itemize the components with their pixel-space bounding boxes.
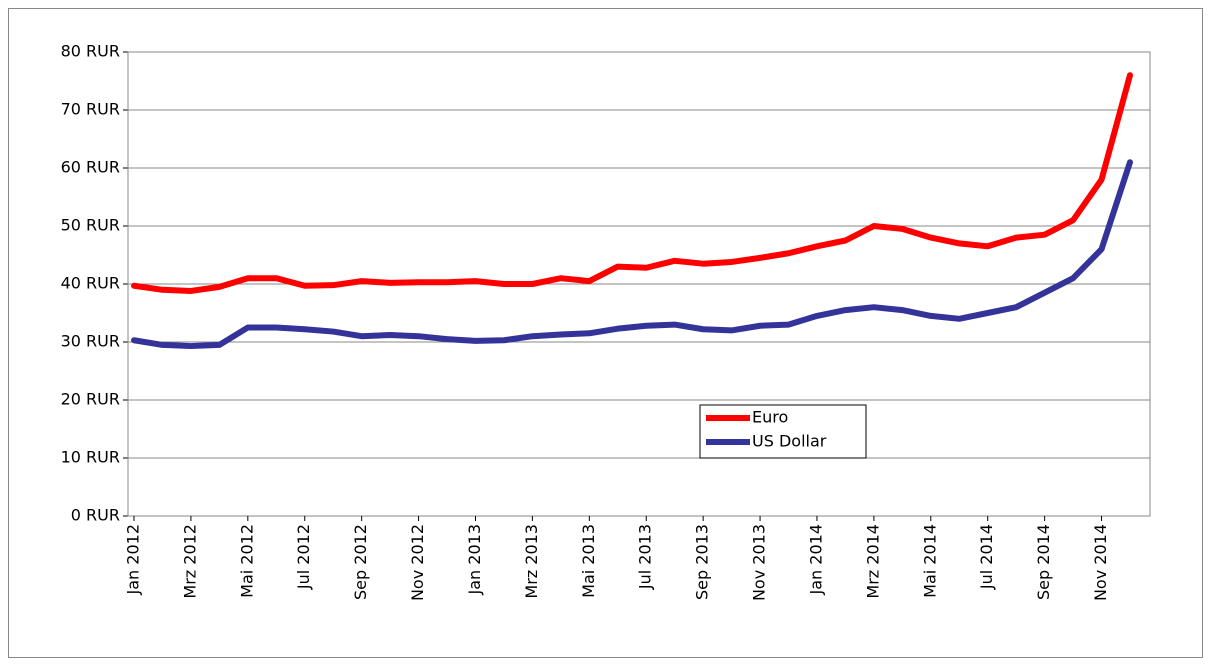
line-0	[131, 72, 1133, 294]
y-tick-label: 70 RUR	[61, 100, 120, 119]
x-tick-label: Jan 2012	[124, 524, 143, 595]
y-tick-label: 50 RUR	[61, 216, 120, 235]
y-tick-label: 30 RUR	[61, 332, 120, 351]
legend-label: Euro	[752, 408, 788, 427]
x-tick-label: Nov 2012	[408, 524, 427, 601]
y-tick-label: 40 RUR	[61, 274, 120, 293]
x-tick-label: Jul 2012	[294, 524, 313, 590]
line-1	[131, 159, 1133, 350]
x-tick-label: Jan 2013	[465, 524, 484, 595]
y-tick-label: 80 RUR	[61, 42, 120, 61]
x-tick-label: Mrz 2013	[522, 524, 541, 599]
x-tick-label: Jan 2014	[806, 524, 825, 595]
x-tick-label: Mrz 2012	[180, 524, 199, 599]
x-tick-label: Sep 2012	[351, 524, 370, 600]
y-tick-label: 10 RUR	[61, 448, 120, 467]
y-tick-label: 60 RUR	[61, 158, 120, 177]
x-tick-label: Mrz 2014	[863, 524, 882, 599]
x-tick-label: Nov 2014	[1091, 524, 1110, 601]
x-tick-label: Mai 2012	[237, 524, 256, 598]
x-tick-label: Sep 2013	[693, 524, 712, 600]
legend-box	[699, 404, 867, 459]
y-tick-label: 20 RUR	[61, 390, 120, 409]
y-tick-label: 0 RUR	[71, 506, 120, 525]
x-tick-label: Sep 2014	[1034, 524, 1053, 600]
x-tick-label: Jul 2013	[636, 524, 655, 590]
x-tick-label: Nov 2013	[750, 524, 769, 601]
legend-label: US Dollar	[752, 432, 827, 451]
x-tick-label: Mai 2014	[920, 524, 939, 598]
x-tick-label: Mai 2013	[579, 524, 598, 598]
plot-border	[127, 51, 1151, 517]
x-tick-label: Jul 2014	[977, 524, 996, 590]
